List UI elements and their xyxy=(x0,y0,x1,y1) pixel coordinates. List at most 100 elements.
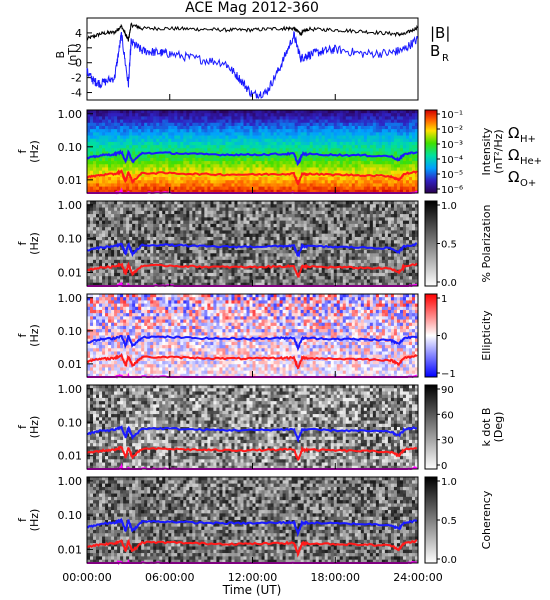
spectrogram-cell xyxy=(294,148,299,152)
spectrogram-cell xyxy=(273,110,277,114)
spectrogram-cell xyxy=(153,189,157,194)
spectrogram-cell xyxy=(132,154,136,159)
spectrogram-cell xyxy=(306,214,311,218)
spectrogram-cell xyxy=(402,189,407,194)
spectrogram-cell xyxy=(345,220,350,225)
spectrogram-cell xyxy=(357,227,362,231)
legend-entry: |B| xyxy=(430,24,450,42)
spectrogram-cell xyxy=(159,113,163,117)
spectrogram-cell xyxy=(324,180,329,184)
spectrogram-cell xyxy=(276,236,280,241)
spectrogram-cell xyxy=(309,227,314,231)
spectrogram-cell xyxy=(213,204,217,208)
spectrogram-cell xyxy=(105,173,109,178)
spectrogram-cell xyxy=(279,164,283,168)
spectrogram-cell xyxy=(228,220,232,225)
spectrogram-cell xyxy=(393,135,398,140)
spectrogram-cell xyxy=(291,256,296,261)
spectrogram-cell xyxy=(159,210,163,215)
spectrogram-cell xyxy=(171,113,175,117)
spectrogram-cell xyxy=(249,129,253,133)
spectrogram-cell xyxy=(135,180,139,184)
spectrogram-cell xyxy=(207,240,211,244)
spectrogram-cell xyxy=(189,250,193,254)
spectrogram-cell xyxy=(159,110,163,114)
spectrogram-cell xyxy=(147,214,151,218)
spectrogram-cell xyxy=(363,145,368,149)
spectrogram-cell xyxy=(267,161,271,165)
spectrogram-cell xyxy=(333,243,338,248)
spectrogram-cell xyxy=(318,214,323,218)
spectrogram-cell xyxy=(243,161,247,165)
spectrogram-cell xyxy=(96,141,100,146)
spectrogram-cell xyxy=(324,210,329,215)
spectrogram-cell xyxy=(330,220,335,225)
spectrogram-cell xyxy=(246,233,250,238)
spectrogram-cell xyxy=(105,227,109,231)
spectrogram-cell xyxy=(240,167,244,172)
spectrogram-cell xyxy=(102,204,106,208)
spectrogram-cell xyxy=(126,110,130,114)
spectrogram-cell xyxy=(357,113,362,117)
spectrogram-cell xyxy=(201,129,205,133)
spectrogram-cell xyxy=(390,157,395,162)
spectrogram-cell xyxy=(339,125,344,130)
spectrogram-cell xyxy=(270,250,274,254)
spectrogram-cell xyxy=(225,157,229,162)
spectrogram-cell xyxy=(99,170,103,175)
spectrogram-cell xyxy=(351,256,356,261)
spectrogram-cell xyxy=(195,189,199,194)
spectrogram-cell xyxy=(252,180,256,184)
spectrogram-cell xyxy=(153,177,157,181)
spectrogram-cell xyxy=(132,201,136,205)
spectrogram-cell xyxy=(267,217,271,222)
spectrogram-cell xyxy=(372,180,377,184)
spectrogram-cell xyxy=(249,119,253,124)
spectrogram-cell xyxy=(387,220,392,225)
spectrogram-cell xyxy=(276,256,280,261)
spectrogram-cell xyxy=(276,217,280,222)
spectrogram-cell xyxy=(324,189,329,194)
spectrogram-cell xyxy=(279,217,283,222)
spectrogram-cell xyxy=(408,223,413,228)
spectrogram-cell xyxy=(345,210,350,215)
spectrogram-cell xyxy=(354,233,359,238)
spectrogram-cell xyxy=(129,223,133,228)
spectrogram-cell xyxy=(144,132,148,136)
spectrogram-cell xyxy=(114,145,118,149)
spectrogram-cell xyxy=(192,177,196,181)
spectrogram-cell xyxy=(189,183,193,188)
spectrogram-cell xyxy=(141,253,145,257)
spectrogram-cell xyxy=(210,183,214,188)
spectrogram-cell xyxy=(93,204,97,208)
spectrogram-cell xyxy=(222,154,226,159)
spectrogram-cell xyxy=(120,148,124,152)
spectrogram-cell xyxy=(228,148,232,152)
spectrogram-cell xyxy=(255,177,259,181)
spectrogram-cell xyxy=(204,154,208,159)
spectrogram-cell xyxy=(174,250,178,254)
spectrogram-cell xyxy=(375,227,380,231)
spectrogram-cell xyxy=(222,233,226,238)
spectrogram-cell xyxy=(396,201,401,205)
spectrogram-cell xyxy=(363,230,368,235)
spectrogram-cell xyxy=(207,243,211,248)
spectrogram-cell xyxy=(135,201,139,205)
spectrogram-cell xyxy=(132,135,136,140)
spectrogram-cell xyxy=(96,119,100,124)
spectrogram-cell xyxy=(246,157,250,162)
spectrogram-cell xyxy=(411,236,416,241)
spectrogram-cell xyxy=(300,223,305,228)
spectrogram-cell xyxy=(342,217,347,222)
spectrogram-cell xyxy=(228,253,232,257)
spectrogram-cell xyxy=(198,116,202,120)
spectrogram-cell xyxy=(156,161,160,165)
spectrogram-cell xyxy=(330,122,335,127)
spectrogram-cell xyxy=(336,170,341,175)
spectrogram-cell xyxy=(297,122,302,127)
spectrogram-cell xyxy=(225,148,229,152)
spectrogram-cell xyxy=(336,243,341,248)
spectrogram-cell xyxy=(219,157,223,162)
spectrogram-cell xyxy=(378,201,383,205)
spectrogram-cell xyxy=(198,164,202,168)
